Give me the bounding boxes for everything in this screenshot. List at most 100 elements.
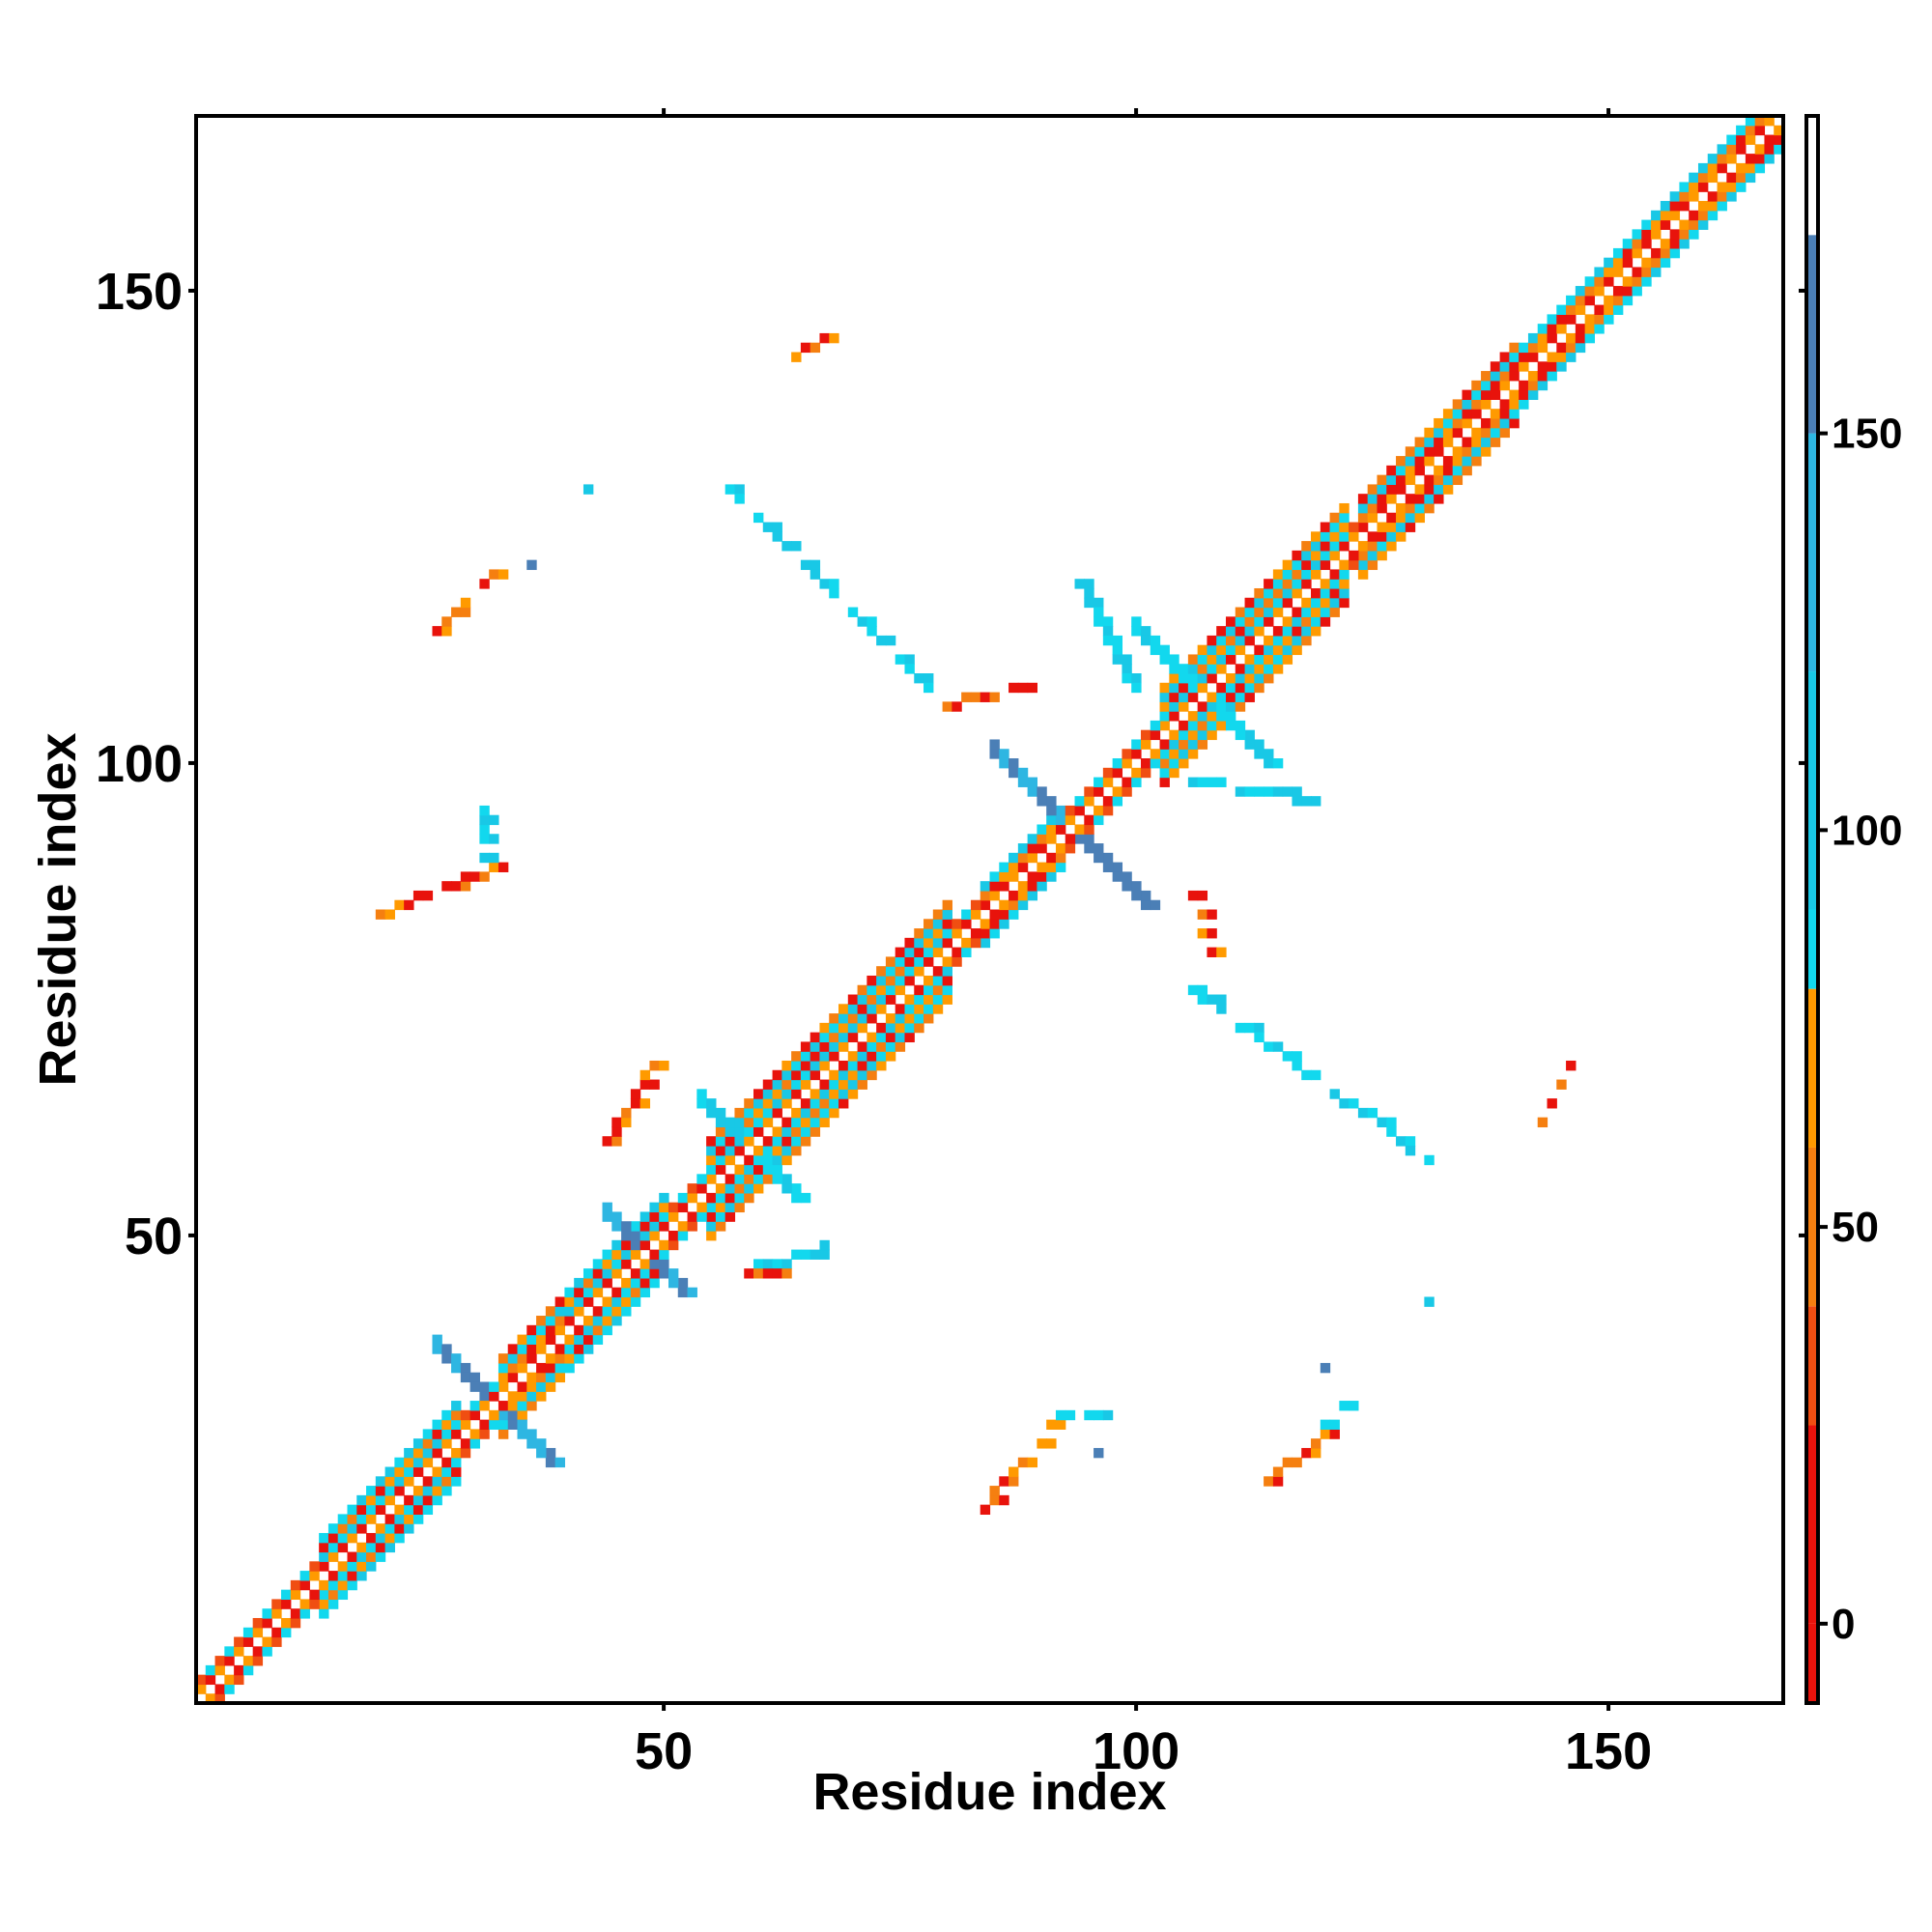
- heatmap-cell: [545, 1306, 556, 1317]
- heatmap-cell: [1187, 984, 1199, 996]
- heatmap-cell: [404, 1466, 414, 1477]
- heatmap-cell: [1452, 446, 1463, 457]
- heatmap-cell: [857, 616, 867, 627]
- plot-frame: [194, 114, 1785, 1705]
- heatmap-cell: [479, 1419, 490, 1430]
- heatmap-cell: [819, 1239, 830, 1251]
- heatmap-cell: [1622, 257, 1634, 269]
- heatmap-cell: [885, 956, 896, 967]
- heatmap-cell: [1736, 182, 1747, 192]
- heatmap-cell: [1140, 729, 1151, 741]
- heatmap-cell: [451, 1466, 462, 1477]
- heatmap-cell: [630, 1221, 641, 1232]
- heatmap-cell: [1641, 267, 1652, 277]
- heatmap-cell: [1377, 494, 1387, 504]
- heatmap-cell: [1169, 682, 1179, 694]
- heatmap-cell: [1244, 729, 1255, 741]
- heatmap-cell: [989, 928, 1000, 939]
- heatmap-cell: [1604, 304, 1614, 315]
- heatmap-cell: [1264, 1041, 1274, 1052]
- heatmap-cell: [914, 1022, 924, 1034]
- heatmap-cell: [1094, 777, 1104, 787]
- heatmap-cell: [904, 1004, 915, 1014]
- heatmap-cell: [715, 1164, 726, 1175]
- heatmap-cell: [479, 814, 490, 826]
- heatmap-cell: [772, 1079, 782, 1090]
- heatmap-cell: [923, 975, 934, 986]
- heatmap-cell: [1187, 692, 1199, 702]
- heatmap-cell: [819, 1079, 830, 1090]
- heatmap-cell: [1311, 796, 1321, 807]
- heatmap-cell: [810, 569, 821, 580]
- heatmap-cell: [1584, 314, 1596, 325]
- heatmap-cell: [781, 1069, 792, 1081]
- colorbar-frame: [1804, 114, 1820, 1705]
- heatmap-cell: [876, 1004, 887, 1014]
- heatmap-cell: [1490, 361, 1501, 372]
- heatmap-cell: [1131, 616, 1142, 627]
- heatmap-cell: [1037, 824, 1047, 835]
- heatmap-cell: [489, 1419, 499, 1430]
- heatmap-cell: [1207, 928, 1217, 939]
- heatmap-cell: [1490, 417, 1501, 429]
- heatmap-cell: [1736, 134, 1747, 145]
- heatmap-cell: [1339, 569, 1350, 580]
- heatmap-cell: [1074, 579, 1085, 589]
- heatmap-cell: [791, 1183, 802, 1194]
- heatmap-cell: [412, 1486, 424, 1496]
- heatmap-cell: [857, 984, 867, 996]
- heatmap-cell: [1301, 796, 1312, 807]
- heatmap-cell: [781, 1117, 792, 1128]
- heatmap-cell: [1187, 664, 1199, 674]
- heatmap-cell: [366, 1514, 377, 1524]
- heatmap-cell: [1235, 682, 1246, 694]
- heatmap-cell: [923, 984, 934, 996]
- heatmap-cell: [384, 1542, 395, 1553]
- heatmap-cell: [1197, 701, 1208, 712]
- heatmap-cell: [1320, 559, 1331, 571]
- heatmap-cell: [724, 1183, 736, 1194]
- heatmap-cell: [1452, 474, 1463, 486]
- heatmap-cell: [1301, 1069, 1312, 1081]
- heatmap-cell: [574, 1277, 584, 1289]
- heatmap-cell: [1131, 682, 1142, 694]
- heatmap-cell: [857, 994, 867, 1005]
- heatmap-cell: [639, 1287, 651, 1298]
- heatmap-cell: [885, 966, 896, 977]
- heatmap-cell: [1197, 928, 1208, 939]
- heatmap-cell: [838, 1079, 849, 1090]
- heatmap-cell: [1405, 474, 1416, 486]
- heatmap-cell: [932, 909, 944, 920]
- heatmap-cell: [734, 1117, 745, 1128]
- heatmap-cell: [205, 1664, 216, 1676]
- heatmap-cell: [1225, 701, 1236, 712]
- heatmap-cell: [460, 881, 471, 892]
- heatmap-cell: [857, 1069, 867, 1081]
- heatmap-cell: [611, 1306, 622, 1317]
- heatmap-cell: [904, 1032, 915, 1043]
- heatmap-cell: [1584, 286, 1596, 297]
- heatmap-cell: [1490, 409, 1501, 419]
- heatmap-cell: [1329, 512, 1340, 524]
- heatmap-cell: [1519, 361, 1529, 372]
- heatmap-cell: [1377, 1117, 1387, 1128]
- heatmap-cell: [234, 1664, 244, 1676]
- heatmap-cell: [1244, 635, 1255, 646]
- heatmap-cell: [838, 1041, 849, 1052]
- heatmap-cell: [696, 1211, 707, 1222]
- heatmap-cell: [1527, 380, 1539, 391]
- heatmap-cell: [1094, 607, 1104, 617]
- heatmap-cell: [630, 1268, 641, 1279]
- heatmap-cell: [1292, 616, 1302, 627]
- heatmap-cell: [327, 1571, 339, 1581]
- heatmap-cell: [507, 1391, 519, 1402]
- heatmap-cell: [1669, 210, 1681, 221]
- heatmap-cell: [1717, 162, 1727, 174]
- heatmap-cell: [347, 1579, 357, 1591]
- heatmap-cell: [517, 1401, 527, 1411]
- heatmap-cell: [1509, 352, 1520, 362]
- heatmap-cell: [1689, 172, 1699, 184]
- heatmap-cell: [1292, 579, 1302, 589]
- heatmap-cell: [1282, 616, 1293, 627]
